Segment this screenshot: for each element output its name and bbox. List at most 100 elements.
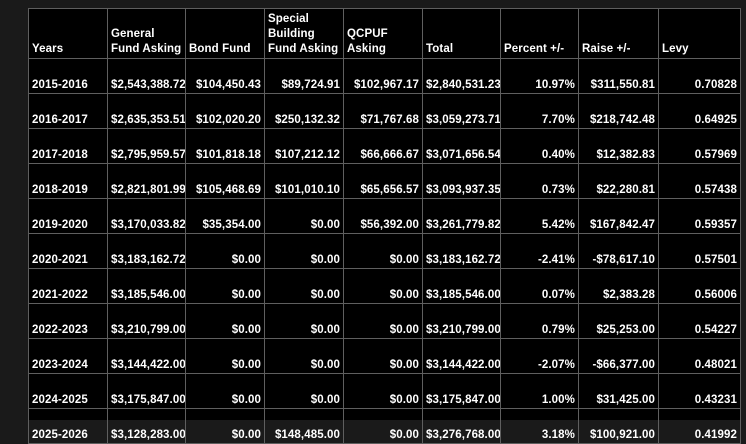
cell-general-fund-asking[interactable]: $2,635,353.51 [107, 93, 186, 129]
cell-general-fund-asking[interactable]: $3,210,799.00 [107, 303, 186, 339]
cell-levy[interactable]: 0.43231 [658, 373, 741, 409]
cell-general-fund-asking[interactable]: $3,144,422.00 [107, 338, 186, 374]
cell-levy[interactable]: 0.57438 [658, 163, 741, 199]
cell-general-fund-asking[interactable]: $3,175,847.00 [107, 373, 186, 409]
cell-bond-fund[interactable]: $0.00 [185, 233, 265, 269]
cell-year[interactable]: 2018-2019 [28, 163, 108, 199]
cell-levy[interactable]: 0.56006 [658, 268, 741, 304]
cell-levy[interactable]: 0.64925 [658, 93, 741, 129]
cell-bond-fund[interactable]: $101,818.18 [185, 128, 265, 164]
cell-general-fund-asking[interactable]: $3,183,162.72 [107, 233, 186, 269]
cell-total[interactable]: $3,276,768.00 [422, 408, 501, 444]
cell-year[interactable]: 2015-2016 [28, 58, 108, 94]
cell-percent-change[interactable]: 0.73% [500, 163, 579, 199]
header-levy[interactable]: Levy [658, 8, 741, 59]
cell-raise-change[interactable]: $12,382.83 [578, 128, 659, 164]
cell-qcpuf-asking[interactable]: $0.00 [343, 373, 423, 409]
cell-levy[interactable]: 0.59357 [658, 198, 741, 234]
cell-total[interactable]: $3,059,273.71 [422, 93, 501, 129]
cell-levy[interactable]: 0.57501 [658, 233, 741, 269]
cell-raise-change[interactable]: $218,742.48 [578, 93, 659, 129]
cell-bond-fund[interactable]: $0.00 [185, 338, 265, 374]
cell-qcpuf-asking[interactable]: $65,656.57 [343, 163, 423, 199]
cell-special-building-fund-asking[interactable]: $107,212.12 [264, 128, 344, 164]
cell-total[interactable]: $3,071,656.54 [422, 128, 501, 164]
cell-special-building-fund-asking[interactable]: $89,724.91 [264, 58, 344, 94]
header-bond-fund[interactable]: Bond Fund [185, 8, 265, 59]
cell-general-fund-asking[interactable]: $3,185,546.00 [107, 268, 186, 304]
cell-qcpuf-asking[interactable]: $0.00 [343, 268, 423, 304]
cell-year[interactable]: 2016-2017 [28, 93, 108, 129]
cell-bond-fund[interactable]: $104,450.43 [185, 58, 265, 94]
header-qcpuf-asking[interactable]: QCPUF Asking [343, 8, 423, 59]
cell-general-fund-asking[interactable]: $2,543,388.72 [107, 58, 186, 94]
cell-year[interactable]: 2017-2018 [28, 128, 108, 164]
cell-levy[interactable]: 0.57969 [658, 128, 741, 164]
cell-year[interactable]: 2023-2024 [28, 338, 108, 374]
header-special-building-fund-asking[interactable]: Special Building Fund Asking [264, 8, 344, 59]
cell-bond-fund[interactable]: $0.00 [185, 408, 265, 444]
cell-total[interactable]: $2,840,531.23 [422, 58, 501, 94]
cell-levy[interactable]: 0.54227 [658, 303, 741, 339]
cell-percent-change[interactable]: -2.41% [500, 233, 579, 269]
cell-general-fund-asking[interactable]: $2,821,801.99 [107, 163, 186, 199]
cell-total[interactable]: $3,210,799.00 [422, 303, 501, 339]
cell-total[interactable]: $3,093,937.35 [422, 163, 501, 199]
cell-general-fund-asking[interactable]: $2,795,959.57 [107, 128, 186, 164]
cell-qcpuf-asking[interactable]: $71,767.68 [343, 93, 423, 129]
cell-bond-fund[interactable]: $102,020.20 [185, 93, 265, 129]
cell-raise-change[interactable]: $31,425.00 [578, 373, 659, 409]
cell-raise-change[interactable]: $2,383.28 [578, 268, 659, 304]
cell-percent-change[interactable]: 1.00% [500, 373, 579, 409]
cell-percent-change[interactable]: 0.79% [500, 303, 579, 339]
cell-bond-fund[interactable]: $105,468.69 [185, 163, 265, 199]
cell-percent-change[interactable]: 5.42% [500, 198, 579, 234]
cell-year[interactable]: 2020-2021 [28, 233, 108, 269]
cell-special-building-fund-asking[interactable]: $0.00 [264, 268, 344, 304]
header-total[interactable]: Total [422, 8, 501, 59]
cell-year[interactable]: 2025-2026 [28, 408, 108, 444]
cell-bond-fund[interactable]: $0.00 [185, 303, 265, 339]
cell-levy[interactable]: 0.70828 [658, 58, 741, 94]
cell-special-building-fund-asking[interactable]: $0.00 [264, 338, 344, 374]
cell-percent-change[interactable]: 0.40% [500, 128, 579, 164]
cell-total[interactable]: $3,185,546.00 [422, 268, 501, 304]
cell-special-building-fund-asking[interactable]: $0.00 [264, 198, 344, 234]
cell-special-building-fund-asking[interactable]: $0.00 [264, 303, 344, 339]
cell-qcpuf-asking[interactable]: $0.00 [343, 233, 423, 269]
cell-percent-change[interactable]: -2.07% [500, 338, 579, 374]
cell-qcpuf-asking[interactable]: $56,392.00 [343, 198, 423, 234]
cell-qcpuf-asking[interactable]: $102,967.17 [343, 58, 423, 94]
cell-levy[interactable]: 0.48021 [658, 338, 741, 374]
cell-percent-change[interactable]: 7.70% [500, 93, 579, 129]
cell-raise-change[interactable]: $100,921.00 [578, 408, 659, 444]
cell-total[interactable]: $3,261,779.82 [422, 198, 501, 234]
cell-special-building-fund-asking[interactable]: $148,485.00 [264, 408, 344, 444]
cell-year[interactable]: 2021-2022 [28, 268, 108, 304]
header-general-fund-asking[interactable]: General Fund Asking [107, 8, 186, 59]
cell-qcpuf-asking[interactable]: $0.00 [343, 338, 423, 374]
cell-year[interactable]: 2019-2020 [28, 198, 108, 234]
cell-special-building-fund-asking[interactable]: $0.00 [264, 233, 344, 269]
cell-raise-change[interactable]: $25,253.00 [578, 303, 659, 339]
cell-general-fund-asking[interactable]: $3,128,283.00 [107, 408, 186, 444]
cell-special-building-fund-asking[interactable]: $0.00 [264, 373, 344, 409]
cell-total[interactable]: $3,183,162.72 [422, 233, 501, 269]
cell-raise-change[interactable]: -$66,377.00 [578, 338, 659, 374]
cell-total[interactable]: $3,144,422.00 [422, 338, 501, 374]
cell-qcpuf-asking[interactable]: $66,666.67 [343, 128, 423, 164]
cell-general-fund-asking[interactable]: $3,170,033.82 [107, 198, 186, 234]
cell-qcpuf-asking[interactable]: $0.00 [343, 303, 423, 339]
cell-bond-fund[interactable]: $35,354.00 [185, 198, 265, 234]
cell-total[interactable]: $3,175,847.00 [422, 373, 501, 409]
cell-bond-fund[interactable]: $0.00 [185, 373, 265, 409]
cell-levy[interactable]: 0.41992 [658, 408, 741, 444]
cell-percent-change[interactable]: 3.18% [500, 408, 579, 444]
cell-raise-change[interactable]: $22,280.81 [578, 163, 659, 199]
cell-raise-change[interactable]: $311,550.81 [578, 58, 659, 94]
cell-raise-change[interactable]: -$78,617.10 [578, 233, 659, 269]
header-raise-change[interactable]: Raise +/- [578, 8, 659, 59]
cell-special-building-fund-asking[interactable]: $250,132.32 [264, 93, 344, 129]
header-percent-change[interactable]: Percent +/- [500, 8, 579, 59]
cell-special-building-fund-asking[interactable]: $101,010.10 [264, 163, 344, 199]
